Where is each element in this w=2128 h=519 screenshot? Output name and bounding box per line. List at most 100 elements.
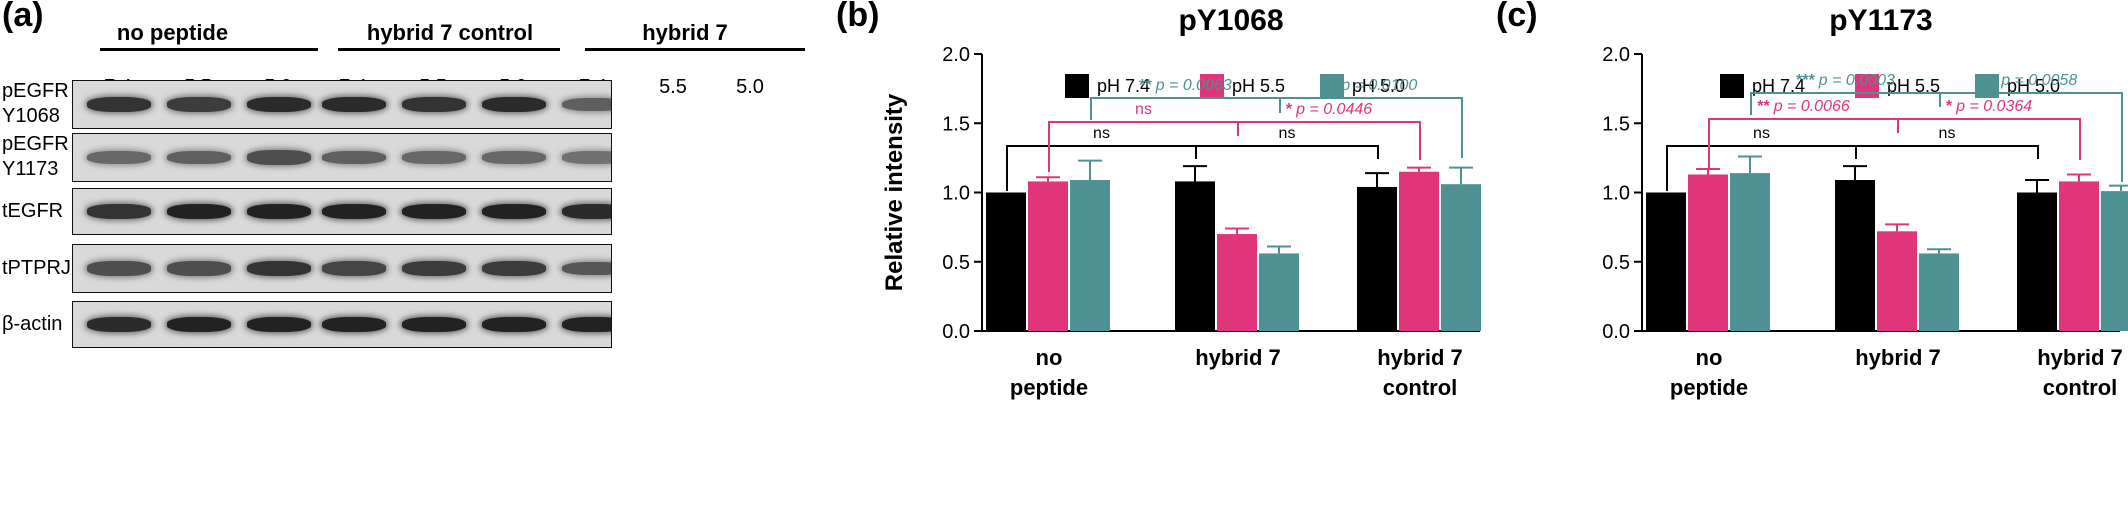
- blot-band: [562, 316, 611, 333]
- blot-band: [322, 203, 386, 220]
- significance-bracket: [1279, 97, 1463, 158]
- bar: [1399, 171, 1439, 331]
- blot-band: [167, 150, 231, 165]
- group-underline: [100, 48, 318, 51]
- blot-band: [87, 96, 151, 113]
- chart-pY1173: pY1173 0.0 0.5 1.0 1.5 2.0 no peptide hybrid 7 hy…: [1602, 4, 2128, 400]
- bar: [1646, 192, 1686, 331]
- chart-title: pY1173: [1829, 4, 1932, 37]
- significance-label: ** p = 0.0100: [1325, 77, 1418, 94]
- group-header-hybrid7: hybrid 7: [642, 20, 728, 45]
- bar: [1357, 186, 1397, 331]
- blot-label-line: β-actin: [2, 312, 63, 335]
- blot-band: [562, 97, 611, 112]
- blot-band: [562, 261, 611, 276]
- significance-bracket: [1897, 118, 2081, 160]
- p-value: p = 0.0100: [1340, 77, 1417, 94]
- blot-band: [402, 96, 466, 113]
- x-category-label: peptide: [1670, 375, 1748, 400]
- significance-stars: **: [1985, 72, 1998, 89]
- blot-band: [322, 96, 386, 113]
- y-tick-label: 1.5: [1602, 113, 1630, 135]
- blot-band: [247, 203, 311, 220]
- bar: [1070, 180, 1110, 331]
- y-tick-label: 0.0: [942, 321, 970, 343]
- significance-label: ns: [1093, 125, 1110, 142]
- panel-b-letter: (b): [836, 0, 880, 34]
- significance-label: ns: [1279, 125, 1296, 142]
- y-tick-label: 0.5: [1602, 252, 1630, 274]
- p-value: p = 0.0003: [1818, 72, 1895, 89]
- ns-label: ns: [1093, 125, 1110, 142]
- y-tick-label: 1.5: [942, 113, 970, 135]
- blot-band: [402, 203, 466, 220]
- blot-label: pEGFR Y1068: [2, 79, 69, 129]
- significance-stars: *: [1286, 101, 1293, 118]
- significance-label: ** p = 0.0066: [1757, 98, 1850, 115]
- legend-label: pH 5.5: [1232, 76, 1285, 96]
- blot-band: [167, 316, 231, 333]
- bar: [1217, 234, 1257, 331]
- chart-title: pY1068: [1178, 4, 1283, 37]
- p-value: p = 0.0058: [2000, 72, 2077, 89]
- significance-stars: ***: [1796, 72, 1815, 89]
- blot-label-line: pEGFR: [2, 132, 69, 155]
- y-tick-label: 1.0: [942, 183, 970, 205]
- blot-label: β-actin: [2, 312, 62, 337]
- significance-label: *** p = 0.0003: [1796, 72, 1895, 89]
- y-tick-label: 2.0: [1602, 44, 1630, 66]
- blot-label: tPTPRJ: [2, 256, 71, 281]
- significance-label: * p = 0.0364: [1946, 98, 2032, 115]
- blot-label: pEGFR Y1173: [2, 132, 69, 182]
- blot-band: [482, 316, 546, 333]
- blot-band: [322, 261, 386, 276]
- blot-band: [87, 150, 151, 165]
- x-category-label: hybrid 7: [1377, 345, 1463, 370]
- blot-band: [482, 150, 546, 165]
- ns-label: ns: [1753, 125, 1770, 142]
- blot-band: [87, 316, 151, 333]
- ns-label: ns: [1279, 125, 1296, 142]
- blot-label-line: tEGFR: [2, 199, 64, 222]
- x-category-label: hybrid 7: [1195, 345, 1281, 370]
- bar: [1730, 173, 1770, 331]
- x-category-label: control: [1383, 375, 1458, 400]
- significance-label: ns: [1939, 125, 1956, 142]
- p-value: p = 0.0063: [1155, 77, 1232, 94]
- x-category-label: hybrid 7: [1855, 345, 1941, 370]
- ns-label: ns: [1135, 101, 1152, 118]
- western-blot-strip: [72, 80, 612, 129]
- significance-bracket: [1237, 121, 1421, 160]
- y-tick-label: 0.5: [942, 252, 970, 274]
- legend-label: pH 7.4: [1752, 76, 1805, 96]
- blot-band: [562, 151, 611, 164]
- blot-band: [167, 96, 231, 112]
- blot-band: [402, 316, 466, 333]
- bar: [2059, 181, 2099, 331]
- panel-c-letter: (c): [1496, 0, 1538, 34]
- x-category-label: no: [1036, 345, 1063, 370]
- blot-band: [322, 150, 386, 165]
- blot-band: [482, 203, 546, 220]
- bar: [1441, 184, 1481, 331]
- blot-band: [247, 316, 311, 333]
- western-blot-strip: [72, 188, 612, 235]
- x-category-label: peptide: [1010, 375, 1088, 400]
- western-blot-strip: [72, 133, 612, 182]
- y-tick-label: 0.0: [1602, 321, 1630, 343]
- significance-label: * p = 0.0446: [1286, 101, 1372, 118]
- significance-label: ** p = 0.0063: [1139, 77, 1232, 94]
- ph-value: 5.0: [736, 76, 764, 98]
- blot-band: [247, 260, 311, 277]
- blot-band: [87, 261, 151, 276]
- blot-band: [562, 203, 611, 220]
- significance-label: ** p = 0.0058: [1985, 72, 2078, 89]
- blot-band: [167, 261, 231, 276]
- group-underline: [338, 48, 560, 51]
- x-category-label: hybrid 7: [2037, 345, 2123, 370]
- blot-band: [247, 96, 311, 113]
- blot-label: tEGFR: [2, 199, 63, 224]
- western-blot-strip: [72, 244, 612, 293]
- p-value: p = 0.0446: [1295, 101, 1372, 118]
- blot-band: [402, 150, 466, 165]
